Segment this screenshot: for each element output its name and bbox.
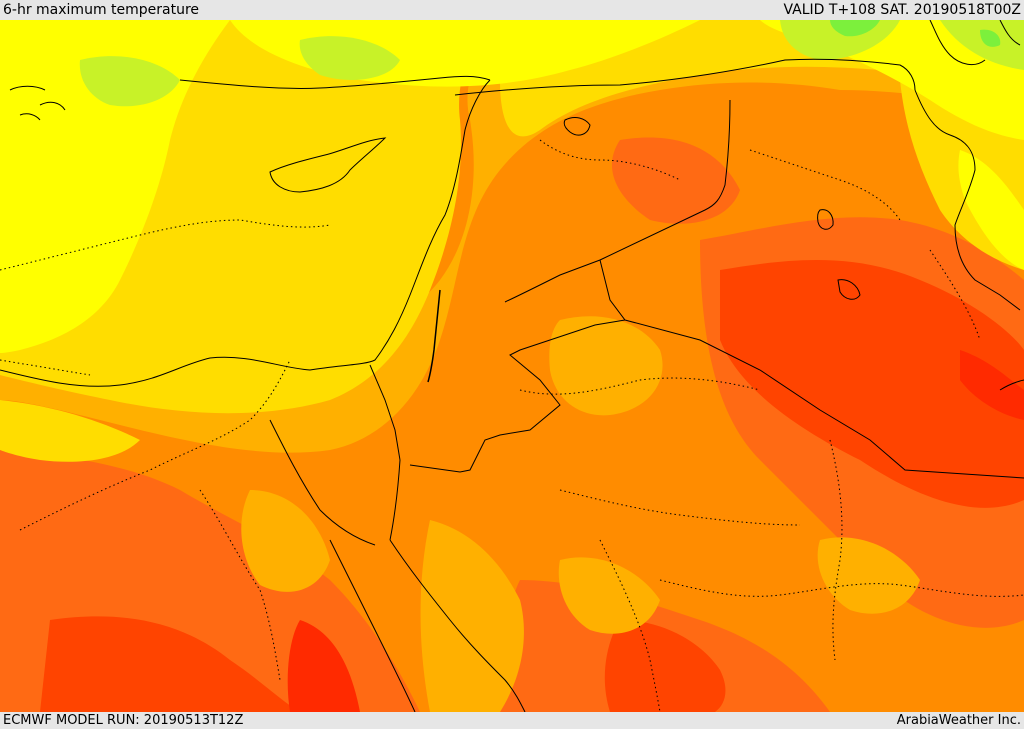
cyprus-outline: [269, 137, 387, 193]
temp-zone-east-amber: [817, 537, 920, 614]
border-jordan-iraq-saudi: [599, 259, 1024, 479]
temp-zone-iraq-red: [720, 260, 1024, 508]
temp-zone-anatolia-lime: [79, 56, 180, 107]
border-turkey-syria-iraq: [454, 58, 916, 96]
coastline-red-sea-east: [389, 539, 526, 712]
coastline-persian-gulf: [999, 379, 1024, 391]
valid-time: VALID T+108 SAT. 20190518T00Z: [783, 2, 1021, 18]
coastline-red-sea-west: [329, 539, 416, 712]
temp-zone-kuwait-hot: [960, 350, 1024, 420]
lake-urmia: [817, 209, 834, 230]
iraq-reservoir: [837, 279, 861, 300]
lake-van: [563, 117, 591, 136]
credit-text: ArabiaWeather Inc.: [896, 713, 1021, 728]
temp-zone-iran-yellow: [958, 150, 1024, 270]
temp-zone-caucasus-yellow: [760, 20, 1024, 140]
temp-zone-zagros-green: [980, 29, 1001, 47]
border-jordan-saudi: [409, 319, 626, 473]
temp-zone-caucasus-green: [830, 20, 880, 37]
header-bar: 6-hr maximum temperature VALID T+108 SAT…: [0, 0, 1024, 20]
border-iraq-syria: [504, 99, 731, 303]
footer-bar: ECMWF MODEL RUN: 20190513T12Z ArabiaWeat…: [0, 712, 1024, 729]
temp-zone-egypt-hot: [287, 620, 360, 712]
coastline-mediterranean: [0, 79, 491, 387]
border-iraq-iran: [914, 89, 1021, 311]
model-run: ECMWF MODEL RUN: 20190513T12Z: [3, 713, 244, 728]
temp-zone-sinai-amber: [241, 490, 330, 592]
temp-zone-egypt-red: [40, 616, 300, 712]
temp-zone-nile-gold: [0, 400, 140, 462]
temp-zone-syria-dark: [611, 137, 740, 224]
temp-zone-jordan-amber: [549, 316, 663, 416]
temp-zone-arabia-red: [604, 620, 726, 712]
coastline-caspian: [929, 20, 1021, 66]
temp-zone-hejaz-amber: [420, 520, 524, 712]
admin-boundaries: [0, 139, 1024, 712]
temp-zone-zagros-lime: [940, 20, 1024, 70]
border-egypt-israel: [369, 364, 401, 461]
product-title: 6-hr maximum temperature: [3, 2, 200, 18]
aegean-islands: [9, 85, 66, 121]
coastline-turkey: [179, 75, 491, 89]
coastline-red-sea-north: [269, 419, 401, 546]
map-canvas: [0, 20, 1024, 712]
jordan-river: [427, 289, 441, 383]
temperature-map[interactable]: [0, 20, 1024, 712]
temp-zone-taurus-lime: [299, 36, 400, 80]
